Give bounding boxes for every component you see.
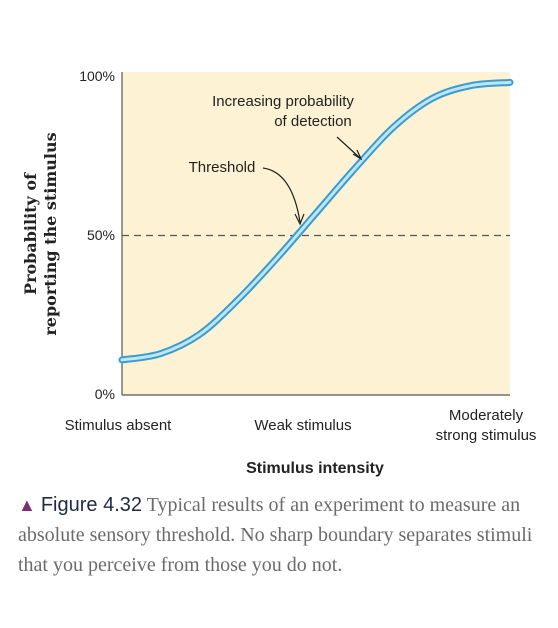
x-tick-label-moderate-line1: Moderately	[449, 407, 524, 424]
x-tick-label-weak: Weak stimulus	[254, 417, 351, 434]
y-axis-title-line1: Probability of	[21, 172, 40, 295]
annotation-increasing-line1: Increasing probability	[212, 93, 354, 110]
figure-caption: ▲ Figure 4.32 Typical results of an expe…	[18, 490, 548, 580]
data-series	[118, 78, 514, 364]
x-axis-title: Stimulus intensity	[246, 460, 384, 477]
triangle-marker-icon: ▲	[18, 495, 36, 515]
x-tick-labels: Stimulus absent Weak stimulus Moderately…	[65, 407, 537, 444]
y-tick-label-0: 0%	[95, 386, 115, 402]
caption-text: Typical results of an experiment to meas…	[18, 494, 533, 576]
y-axis-title-line2: reporting the stimulus	[41, 132, 60, 335]
annotation-increasing-arrow	[336, 136, 361, 159]
x-tick-label-absent: Stimulus absent	[65, 417, 173, 434]
annotation-threshold-arrow	[262, 167, 301, 223]
y-tick-label-100: 100%	[79, 68, 115, 84]
annotation-increasing-line2: of detection	[274, 113, 352, 130]
sigmoid-curve	[120, 80, 512, 362]
y-tick-label-50: 50%	[87, 227, 115, 243]
x-tick-label-moderate-line2: strong stimulus	[436, 427, 537, 444]
y-tick-labels: 100% 50% 0%	[79, 68, 115, 402]
figure-label: Figure 4.32	[40, 494, 142, 516]
annotation-threshold-arrowhead-icon	[294, 213, 305, 226]
annotation-threshold: Threshold	[189, 159, 256, 176]
y-axis-title: Probability of reporting the stimulus	[21, 132, 60, 335]
annotations: Increasing probability of detection Thre…	[189, 93, 363, 226]
annotation-increasing-arrowhead-icon	[352, 149, 363, 161]
axes	[121, 72, 510, 396]
